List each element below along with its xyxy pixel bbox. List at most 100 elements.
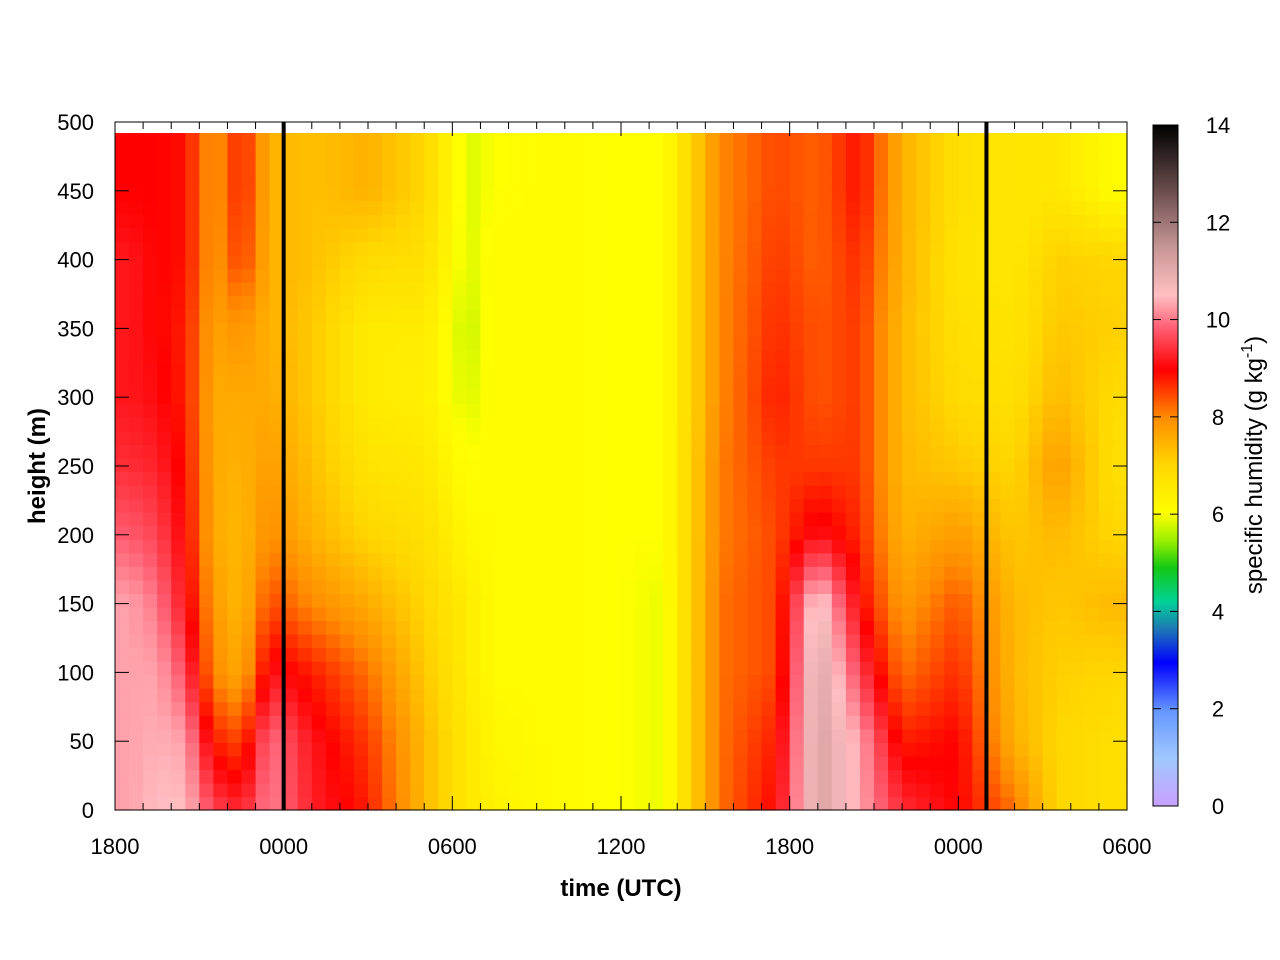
heatmap-cell [888, 281, 903, 297]
heatmap-cell [522, 606, 538, 622]
heatmap-cell [1028, 715, 1044, 730]
heatmap-cell [143, 268, 158, 283]
heatmap-cell [916, 417, 931, 432]
heatmap-cell [958, 674, 973, 689]
heatmap-cell [663, 254, 678, 270]
heatmap-cell [494, 363, 510, 378]
heatmap-cell [550, 376, 566, 391]
heatmap-cell [157, 227, 172, 242]
heatmap-cell [1042, 363, 1058, 378]
heatmap-cell [859, 403, 875, 418]
heatmap-cell [1028, 782, 1044, 798]
heatmap-cell [466, 579, 482, 594]
heatmap-cell [241, 552, 257, 567]
heatmap-cell [438, 647, 453, 662]
heatmap-cell [494, 173, 510, 188]
heatmap-cell [1000, 647, 1016, 662]
heatmap-cell [972, 606, 988, 622]
heatmap-cell [663, 796, 678, 811]
heatmap-cell [452, 200, 467, 215]
heatmap-cell [761, 309, 777, 324]
heatmap-cell [1084, 661, 1100, 676]
heatmap-cell [705, 471, 720, 486]
heatmap-cell [171, 782, 186, 798]
heatmap-cell [803, 133, 819, 148]
heatmap-cell [859, 782, 875, 798]
heatmap-cell [382, 701, 397, 716]
heatmap-cell [241, 661, 257, 676]
heatmap-cell [874, 444, 889, 459]
heatmap-cell [550, 349, 566, 364]
heatmap-cell [129, 146, 144, 161]
heatmap-cell [902, 769, 917, 784]
heatmap-cell [747, 457, 763, 473]
heatmap-cell [480, 742, 496, 757]
heatmap-cell [845, 133, 861, 148]
heatmap-cell [663, 295, 678, 310]
heatmap-cell [424, 281, 439, 297]
heatmap-cell [115, 349, 130, 364]
heatmap-cell [930, 363, 945, 378]
heatmap-cell [691, 268, 706, 283]
heatmap-cell [368, 606, 383, 622]
heatmap-cell [185, 268, 200, 283]
heatmap-cell [691, 349, 706, 364]
y-tick-label: 350 [57, 316, 94, 341]
heatmap-cell [789, 796, 805, 811]
heatmap-cell [635, 471, 650, 486]
heatmap-cell [1028, 633, 1044, 649]
heatmap-cell [297, 674, 313, 689]
heatmap-cell [143, 227, 158, 242]
heatmap-cell [888, 457, 903, 473]
heatmap-cell [283, 512, 299, 527]
heatmap-cell [649, 417, 664, 432]
heatmap-cell [1014, 755, 1030, 770]
heatmap-cell [719, 552, 735, 567]
heatmap-cell [592, 390, 608, 405]
heatmap-cell [944, 633, 959, 649]
heatmap-cell [1112, 755, 1128, 770]
heatmap-cell [466, 444, 482, 459]
heatmap-cell [677, 133, 692, 148]
heatmap-cell [845, 593, 861, 608]
heatmap-cell [536, 268, 552, 283]
heatmap-cell [789, 133, 805, 148]
heatmap-cell [705, 268, 720, 283]
heatmap-cell [649, 539, 664, 554]
heatmap-cell [817, 146, 833, 161]
heatmap-cell [452, 579, 467, 594]
heatmap-cell [353, 241, 369, 256]
heatmap-cell [269, 349, 285, 364]
heatmap-cell [888, 336, 903, 351]
heatmap-cell [874, 214, 889, 229]
heatmap-cell [171, 701, 186, 716]
heatmap-cell [789, 539, 805, 554]
heatmap-cell [649, 728, 664, 743]
heatmap-cell [705, 349, 720, 364]
heatmap-cell [1028, 512, 1044, 527]
heatmap-cell [339, 295, 355, 310]
heatmap-cell [213, 444, 229, 459]
heatmap-cell [592, 796, 608, 811]
heatmap-cell [733, 715, 749, 730]
heatmap-cell [817, 552, 833, 567]
heatmap-cell [1084, 552, 1100, 567]
heatmap-cell [1070, 336, 1086, 351]
heatmap-cell [986, 187, 1002, 202]
heatmap-cell [1084, 241, 1100, 256]
heatmap-cell [255, 390, 271, 405]
heatmap-cell [677, 214, 692, 229]
heatmap-cell [311, 430, 327, 446]
heatmap-cell [859, 322, 875, 337]
heatmap-cell [1014, 403, 1030, 418]
heatmap-cell [452, 214, 467, 229]
heatmap-cell [663, 661, 678, 676]
heatmap-cell [564, 755, 580, 770]
heatmap-cell [311, 498, 327, 513]
heatmap-cell [986, 579, 1002, 594]
heatmap-cell [368, 349, 383, 364]
heatmap-cell [353, 593, 369, 608]
heatmap-cell [578, 674, 594, 689]
heatmap-cell [424, 525, 439, 540]
heatmap-cell [1028, 769, 1044, 784]
